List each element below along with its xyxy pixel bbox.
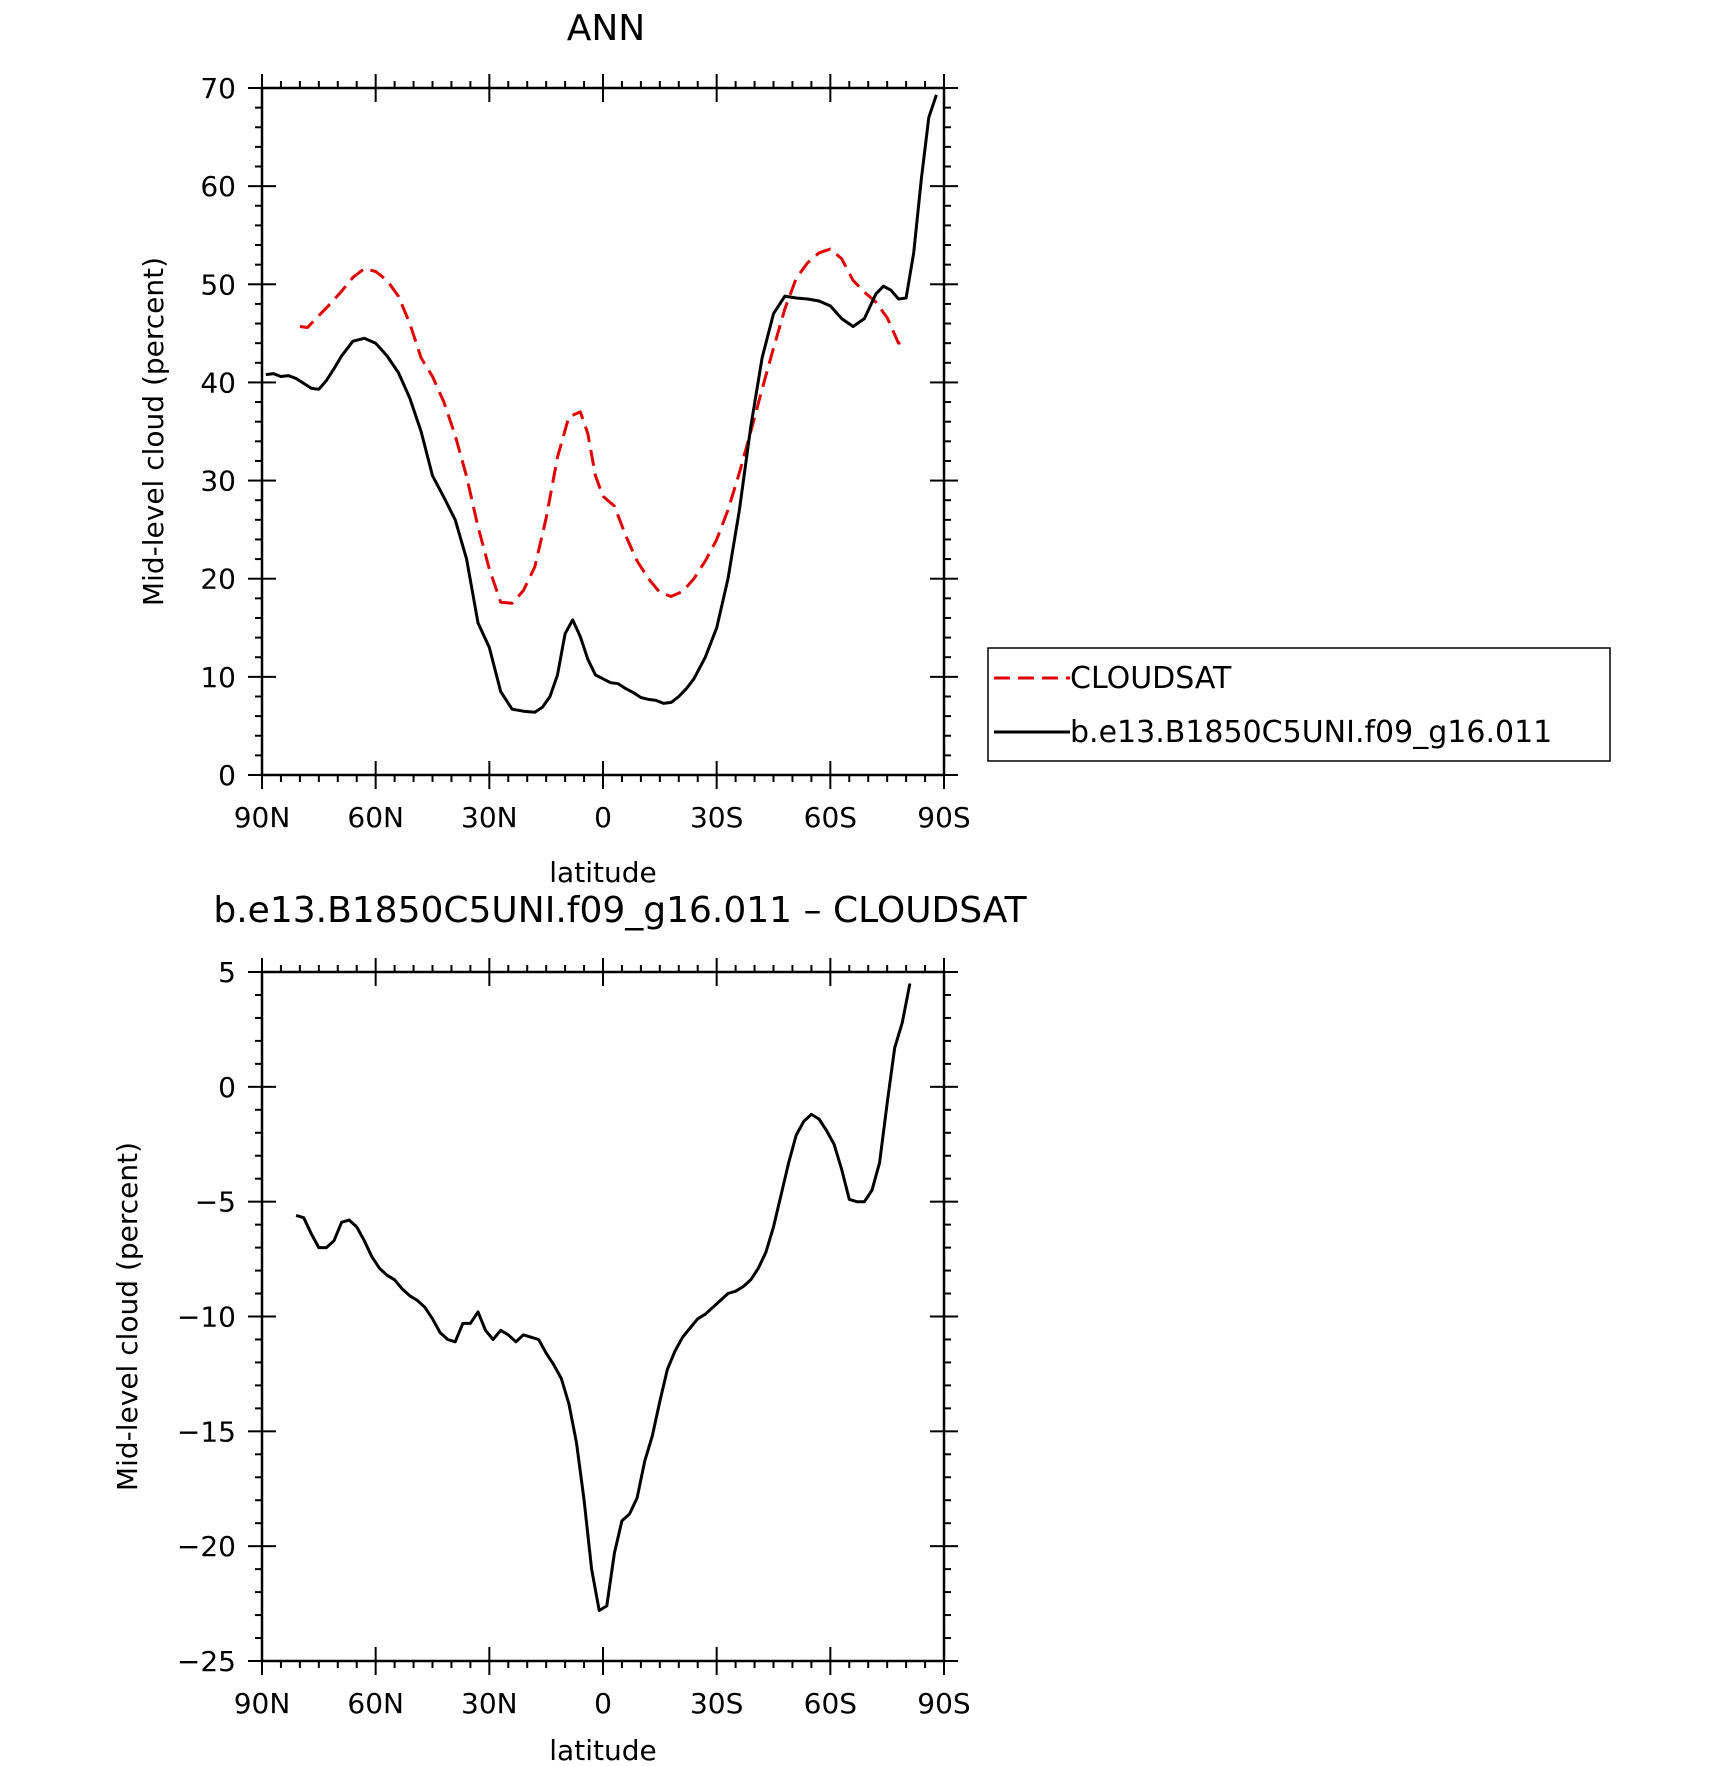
- y-axis-label: Mid-level cloud (percent): [111, 1142, 144, 1491]
- x-tick-label: 30S: [690, 801, 743, 834]
- y-tick-label: 70: [200, 72, 236, 105]
- x-axis-label: latitude: [549, 1734, 656, 1767]
- x-tick-label: 90N: [234, 1687, 291, 1720]
- y-tick-label: −20: [177, 1530, 236, 1563]
- x-tick-label: 90S: [917, 1687, 970, 1720]
- chart-panel-1: ANN 90N 60N 30N 0 30S 60S 90S 0 10 20 30 40 50 60 70 lat…: [137, 8, 1611, 889]
- x-tick-label: 90N: [234, 801, 291, 834]
- x-tick-label: 60S: [804, 1687, 857, 1720]
- x-tick-label: 30N: [461, 801, 518, 834]
- x-tick-label: 60N: [347, 1687, 404, 1720]
- x-tick-label: 30N: [461, 1687, 518, 1720]
- y-tick-label: −15: [177, 1415, 236, 1448]
- y-tick-label: 0: [218, 1071, 236, 1104]
- plot-frame: [260, 970, 946, 1663]
- chart-panel-2: b.e13.B1850C5UNI.f09_g16.011 – CLOUDSAT 9…: [111, 890, 1028, 1767]
- x-tick-label: 90S: [917, 801, 970, 834]
- y-tick-label: −25: [177, 1645, 236, 1678]
- legend: CLOUDSAT b.e13.B1850C5UNI.f09_g16.011: [987, 647, 1611, 762]
- x-axis-label: latitude: [549, 856, 656, 889]
- chart-title: b.e13.B1850C5UNI.f09_g16.011 – CLOUDSAT: [213, 890, 1027, 931]
- y-tick-label: 30: [200, 465, 236, 498]
- y-tick-label: 10: [200, 661, 236, 694]
- y-tick-label: −5: [195, 1186, 236, 1219]
- y-tick-label: 5: [218, 956, 236, 989]
- y-tick-label: 20: [200, 563, 236, 596]
- y-tick-label: 50: [200, 268, 236, 301]
- x-tick-label: 0: [594, 801, 612, 834]
- x-tick-label: 60N: [347, 801, 404, 834]
- legend-label: CLOUDSAT: [1070, 661, 1232, 696]
- chart-title: ANN: [567, 8, 646, 49]
- plot-frame: [260, 86, 946, 777]
- legend-box: [987, 647, 1611, 762]
- y-tick-label: −10: [177, 1301, 236, 1334]
- series-line-1: [299, 247, 907, 605]
- series-line-1: [295, 983, 912, 1612]
- legend-label: b.e13.B1850C5UNI.f09_g16.011: [1070, 715, 1552, 750]
- x-tick-label: 30S: [690, 1687, 743, 1720]
- y-axis-label: Mid-level cloud (percent): [137, 257, 170, 606]
- y-tick-label: 0: [218, 759, 236, 792]
- x-tick-label: 60S: [804, 801, 857, 834]
- series-line-2: [265, 94, 938, 714]
- y-tick-label: 60: [200, 170, 236, 203]
- y-tick-label: 40: [200, 366, 236, 399]
- x-tick-label: 0: [594, 1687, 612, 1720]
